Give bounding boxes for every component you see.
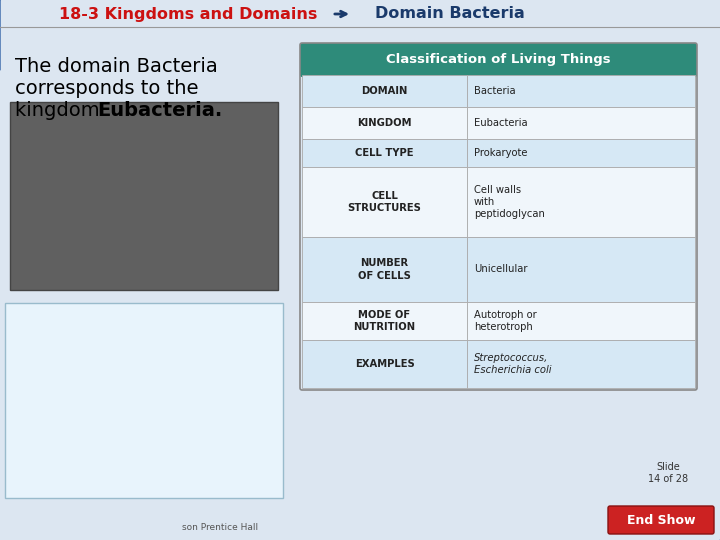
Bar	[302, 340, 467, 388]
FancyBboxPatch shape	[10, 102, 278, 290]
Text: EXAMPLES: EXAMPLES	[355, 359, 415, 369]
Bar	[302, 107, 467, 139]
Text: Bacteria: Bacteria	[474, 86, 516, 96]
Bar	[302, 167, 467, 237]
Text: KINGDOM: KINGDOM	[357, 118, 412, 128]
Text: DOMAIN: DOMAIN	[361, 86, 408, 96]
Text: CELL
STRUCTURES: CELL STRUCTURES	[348, 191, 421, 213]
Bar	[467, 139, 695, 167]
Bar	[467, 237, 695, 302]
Bar	[302, 139, 467, 167]
Bar	[467, 167, 695, 237]
Text: End Show: End Show	[626, 514, 696, 526]
Text: Eubacteria: Eubacteria	[474, 118, 528, 128]
Text: Streptococcus,
Escherichia coli: Streptococcus, Escherichia coli	[474, 353, 552, 375]
Text: Classification of Living Things: Classification of Living Things	[386, 53, 611, 66]
Text: Prokaryote: Prokaryote	[474, 148, 528, 158]
Text: CELL TYPE: CELL TYPE	[355, 148, 414, 158]
Text: Autotroph or
heterotroph: Autotroph or heterotroph	[474, 310, 537, 332]
Text: Eubacteria.: Eubacteria.	[97, 100, 222, 119]
Text: 18-3 Kingdoms and Domains: 18-3 Kingdoms and Domains	[59, 6, 318, 22]
Text: Domain Bacteria: Domain Bacteria	[375, 6, 525, 22]
Bar	[302, 237, 467, 302]
Text: corresponds to the: corresponds to the	[15, 78, 199, 98]
Bar	[467, 302, 695, 340]
Text: son Prentice Hall: son Prentice Hall	[182, 523, 258, 532]
Text: Unicellular: Unicellular	[474, 265, 528, 274]
FancyBboxPatch shape	[300, 43, 697, 77]
Bar	[302, 75, 467, 107]
Text: The domain Bacteria: The domain Bacteria	[15, 57, 217, 77]
Text: kingdom: kingdom	[15, 100, 106, 119]
Text: Cell walls
with
peptidoglycan: Cell walls with peptidoglycan	[474, 185, 545, 219]
Text: Slide
14 of 28: Slide 14 of 28	[648, 462, 688, 484]
Bar	[467, 107, 695, 139]
Text: MODE OF
NUTRITION: MODE OF NUTRITION	[354, 310, 415, 332]
Bar	[302, 302, 467, 340]
FancyBboxPatch shape	[5, 303, 283, 498]
Bar	[467, 340, 695, 388]
Text: NUMBER
OF CELLS: NUMBER OF CELLS	[358, 258, 411, 281]
FancyBboxPatch shape	[608, 506, 714, 534]
Bar	[467, 75, 695, 107]
